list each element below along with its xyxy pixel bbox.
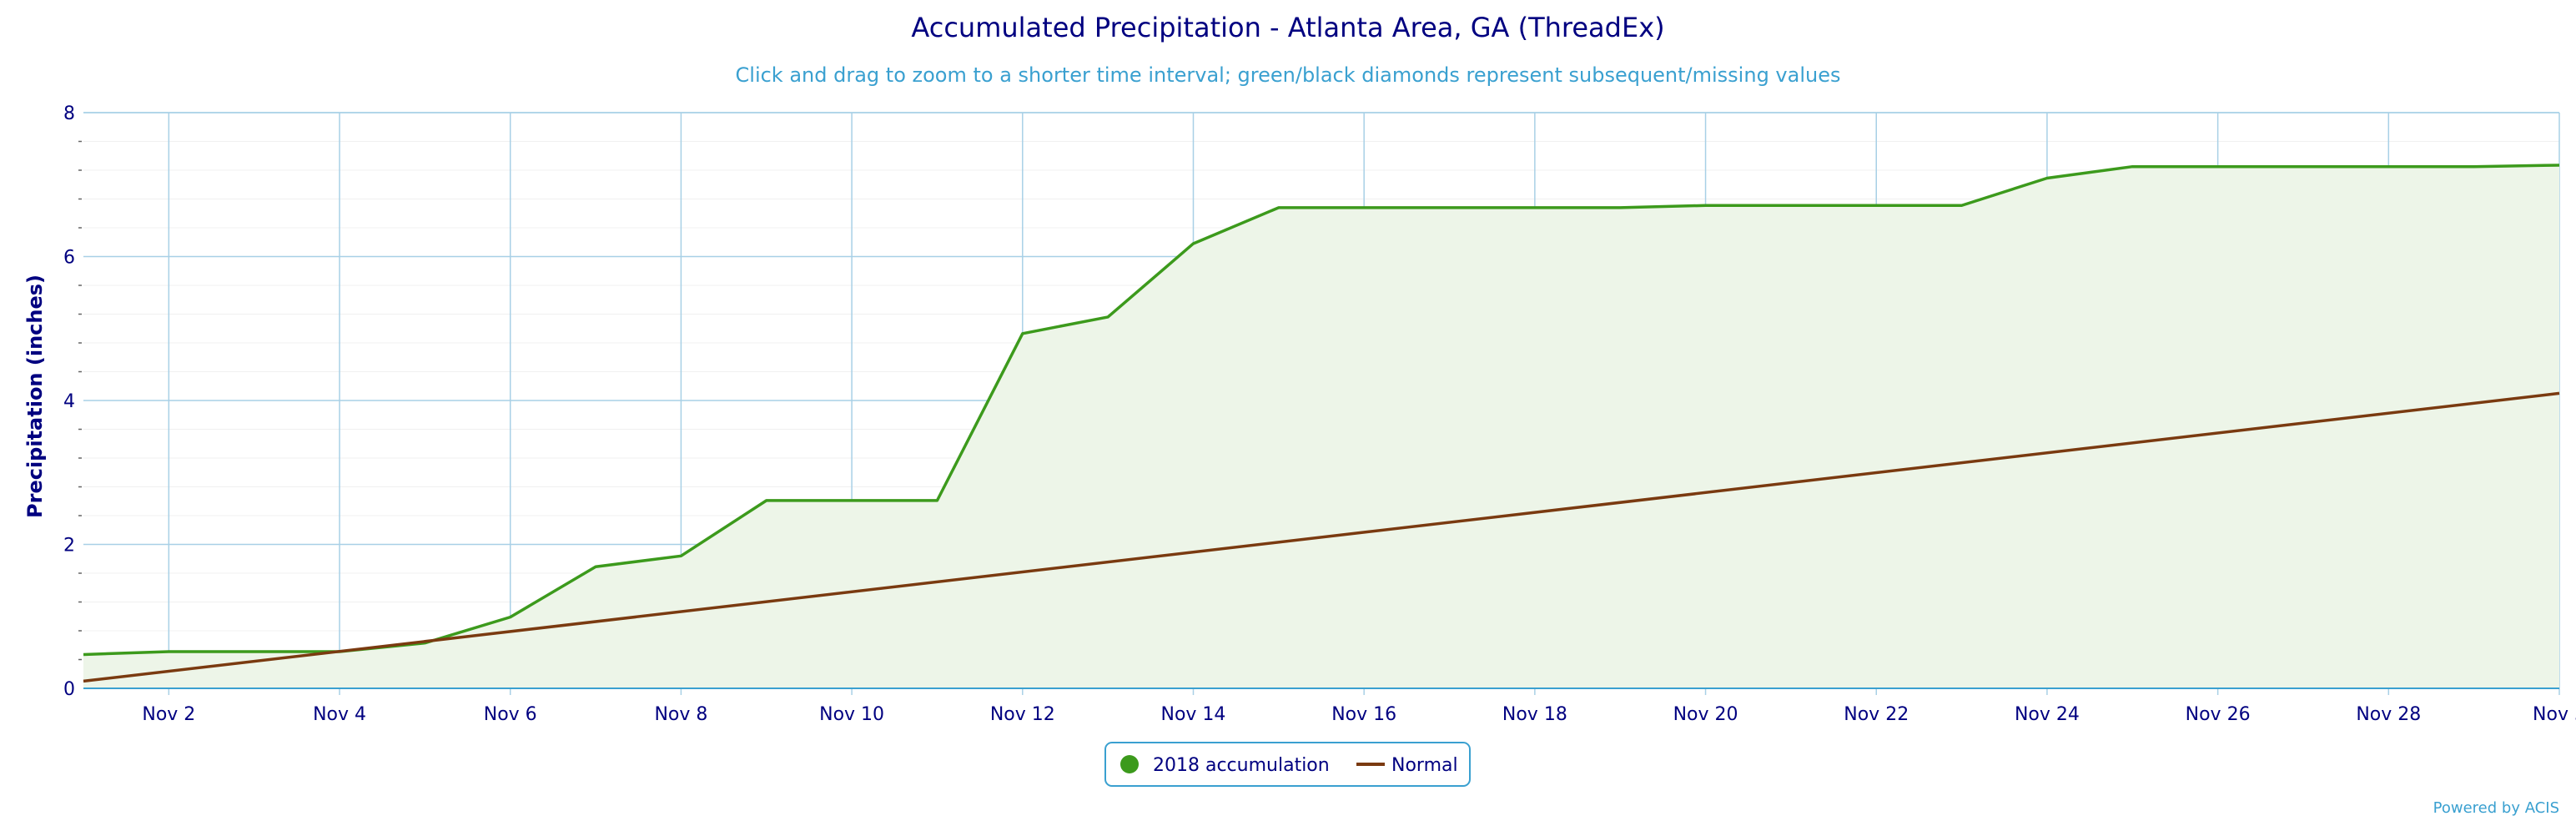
x-tick-label: Nov 16: [1331, 704, 1396, 725]
x-tick-label: Nov 18: [1502, 704, 1567, 725]
data-point-2018-accumulation[interactable]: [1957, 200, 1967, 210]
series-layer[interactable]: [78, 160, 2564, 688]
data-point-2018-accumulation[interactable]: [932, 496, 942, 506]
x-tick-label: Nov 8: [654, 704, 707, 725]
y-tick-label: 6: [63, 248, 75, 269]
x-tick-label: Nov 24: [2015, 704, 2080, 725]
data-point-2018-accumulation[interactable]: [164, 647, 174, 657]
data-point-2018-accumulation[interactable]: [2298, 162, 2308, 172]
data-point-2018-accumulation[interactable]: [1871, 200, 1881, 210]
data-point-2018-accumulation[interactable]: [1445, 203, 1455, 213]
legend[interactable]: 2018 accumulation Normal: [1104, 742, 1471, 787]
x-tick-label: Nov 28: [2356, 704, 2421, 725]
data-point-2018-accumulation[interactable]: [1188, 239, 1198, 249]
data-point-2018-accumulation[interactable]: [676, 551, 686, 561]
data-point-2018-accumulation[interactable]: [1103, 312, 1113, 322]
x-tick-label: Nov 3: [2533, 704, 2576, 725]
data-point-2018-accumulation[interactable]: [506, 612, 516, 622]
data-point-2018-accumulation[interactable]: [1274, 203, 1284, 213]
data-point-2018-accumulation[interactable]: [2127, 162, 2137, 172]
series-area-2018-accumulation: [83, 164, 2559, 688]
data-point-2018-accumulation[interactable]: [2554, 160, 2564, 170]
series-line-normal[interactable]: [83, 391, 2560, 683]
axes: 0 2 4 6 8 Nov 2 Nov 4 Nov 6 Nov 8 Nov 10 Nov 12 Nov…: [63, 103, 2576, 725]
x-tick-label: Nov 4: [313, 704, 366, 725]
data-point-2018-accumulation[interactable]: [762, 496, 772, 506]
data-point-2018-accumulation[interactable]: [1018, 329, 1028, 339]
x-tick-label: Nov 6: [484, 704, 537, 725]
x-tick-label: Nov 10: [819, 704, 884, 725]
y-tick-label: 0: [63, 679, 75, 700]
legend-label-2018-accumulation[interactable]: 2018 accumulation: [1153, 755, 1330, 776]
series-line-2018-accumulation[interactable]: [83, 164, 2560, 657]
credits-link[interactable]: Powered by ACIS: [2433, 799, 2559, 817]
x-tick-label: Nov 22: [1844, 704, 1909, 725]
data-point-2018-accumulation[interactable]: [1359, 203, 1369, 213]
y-axis-title: Precipitation (inches): [23, 275, 47, 518]
x-tick-label: Nov 12: [990, 704, 1055, 725]
data-point-2018-accumulation[interactable]: [249, 647, 259, 657]
legend-label-normal[interactable]: Normal: [1391, 755, 1458, 776]
data-point-2018-accumulation[interactable]: [1701, 200, 1711, 210]
legend-marker-2018-accumulation: [1120, 755, 1139, 773]
data-point-2018-accumulation[interactable]: [847, 496, 857, 506]
data-point-normal[interactable]: [78, 676, 88, 686]
data-point-2018-accumulation[interactable]: [2042, 173, 2052, 183]
chart-subtitle: Click and drag to zoom to a shorter time…: [736, 63, 1841, 87]
x-tick-label: Nov 26: [2186, 704, 2251, 725]
data-point-2018-accumulation[interactable]: [591, 562, 601, 572]
legend-box: [1104, 742, 1471, 787]
data-point-2018-accumulation[interactable]: [2469, 162, 2479, 172]
y-tick-label: 8: [63, 103, 75, 124]
data-point-2018-accumulation[interactable]: [2213, 162, 2223, 172]
x-tick-label: Nov 2: [142, 704, 195, 725]
data-point-2018-accumulation[interactable]: [78, 649, 88, 659]
data-point-2018-accumulation[interactable]: [2383, 162, 2393, 172]
data-point-2018-accumulation[interactable]: [1530, 203, 1540, 213]
chart-title: Accumulated Precipitation - Atlanta Area…: [911, 12, 1664, 43]
y-tick-label: 2: [63, 536, 75, 557]
x-tick-label: Nov 14: [1161, 704, 1226, 725]
data-point-2018-accumulation[interactable]: [1786, 200, 1796, 210]
x-tick-label: Nov 20: [1673, 704, 1738, 725]
data-point-2018-accumulation[interactable]: [1615, 203, 1625, 213]
data-point-normal[interactable]: [2554, 388, 2564, 398]
y-tick-label: 4: [63, 391, 75, 412]
